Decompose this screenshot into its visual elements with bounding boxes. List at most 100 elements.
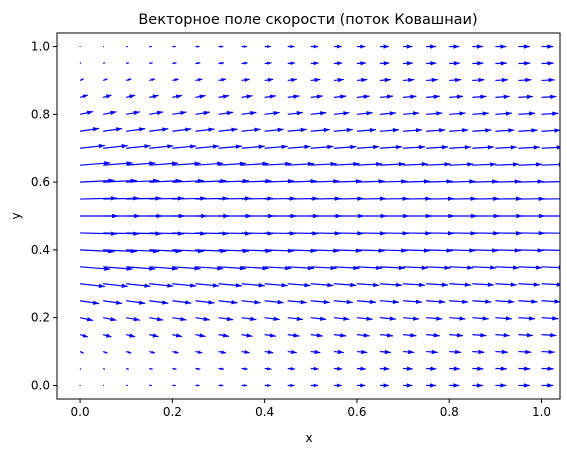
- quiver-arrow: [379, 299, 400, 304]
- quiver-arrow: [495, 162, 520, 167]
- y-axis-label: y: [9, 212, 23, 219]
- quiver-arrow: [149, 300, 169, 305]
- quiver-arrow: [472, 145, 494, 150]
- quiver-arrow: [79, 351, 84, 354]
- quiver-arrow: [241, 350, 250, 355]
- quiver-arrow: [495, 179, 521, 184]
- quiver-arrow: [195, 45, 200, 48]
- quiver-arrow: [541, 282, 560, 287]
- quiver-arrow: [356, 383, 366, 388]
- quiver-arrow: [356, 161, 383, 167]
- quiver-arrow: [426, 265, 451, 270]
- quiver-arrow: [426, 366, 437, 371]
- quiver-arrow: [403, 179, 430, 184]
- quiver-arrow: [287, 111, 303, 116]
- quiver-arrow: [195, 78, 203, 82]
- quiver-arrow: [287, 127, 307, 133]
- quiver-arrow: [241, 333, 253, 338]
- quiver-arrow: [449, 61, 460, 66]
- quiver-arrow: [472, 349, 485, 355]
- quiver-arrow: [495, 316, 512, 321]
- quiver-arrow: [310, 265, 337, 271]
- quiver-arrow: [449, 94, 464, 99]
- quiver-arrow: [172, 384, 176, 387]
- quiver-arrow: [241, 61, 248, 65]
- quiver-arrow: [287, 161, 315, 167]
- y-tick-label: 0.2: [31, 311, 50, 325]
- quiver-arrow: [102, 367, 106, 370]
- quiver-arrow: [541, 77, 555, 83]
- quiver-arrow: [126, 367, 129, 370]
- quiver-arrow: [379, 128, 400, 133]
- y-axis: 0.0 0.2 0.4 0.6 0.8 1.0: [31, 40, 57, 392]
- quiver-arrow: [449, 44, 460, 49]
- quiver-arrow: [264, 144, 288, 150]
- quiver-arrow: [126, 283, 151, 288]
- quiver-arrow: [449, 77, 462, 83]
- quiver-arrow: [403, 248, 430, 253]
- quiver-arrow: [518, 282, 540, 287]
- quiver-arrow: [356, 94, 370, 99]
- quiver-arrow: [518, 128, 538, 133]
- vector-field: [79, 44, 560, 388]
- quiver-arrow: [403, 44, 413, 49]
- quiver-arrow: [333, 94, 347, 99]
- quiver-arrow: [518, 179, 544, 184]
- quiver-arrow: [333, 127, 353, 133]
- quiver-arrow: [403, 111, 420, 116]
- quiver-arrow: [518, 145, 540, 150]
- quiver-arrow: [403, 282, 426, 287]
- quiver-arrow: [495, 145, 517, 150]
- quiver-arrow: [472, 94, 487, 99]
- quiver-arrow: [518, 265, 542, 270]
- quiver-arrow: [264, 333, 277, 338]
- quiver-arrow: [149, 62, 153, 65]
- quiver-arrow: [449, 179, 476, 184]
- quiver-arrow: [241, 384, 248, 387]
- quiver-arrow: [79, 78, 84, 81]
- quiver-arrow: [472, 248, 499, 253]
- quiver-arrow: [287, 282, 311, 288]
- quiver-arrow: [495, 248, 521, 253]
- quiver-arrow: [310, 94, 323, 99]
- quiver-arrow: [149, 110, 164, 116]
- x-axis: 0.0 0.2 0.4 0.6 0.8 1.0: [71, 399, 551, 419]
- quiver-arrow: [380, 248, 408, 253]
- quiver-arrow: [80, 266, 111, 271]
- quiver-arrow: [426, 145, 449, 150]
- quiver-arrow: [518, 77, 532, 83]
- quiver-arrow: [149, 350, 156, 354]
- quiver-arrow: [541, 198, 560, 200]
- quiver-arrow: [126, 110, 140, 116]
- quiver-arrow: [495, 366, 507, 371]
- quiver-arrow: [472, 299, 492, 304]
- quiver-arrow: [172, 316, 187, 322]
- quiver-arrow: [287, 265, 315, 271]
- quiver-arrow: [333, 77, 344, 83]
- quiver-arrow: [287, 144, 311, 150]
- quiver-arrow: [126, 333, 136, 338]
- quiver-arrow: [426, 94, 440, 99]
- quiver-arrow: [264, 77, 274, 83]
- quiver-arrow: [495, 349, 508, 355]
- quiver-arrow: [426, 128, 446, 133]
- quiver-arrow: [449, 333, 464, 338]
- quiver-arrow: [518, 94, 534, 100]
- quiver-arrow: [379, 282, 403, 288]
- quiver-arrow: [195, 333, 206, 338]
- quiver-arrow: [79, 384, 81, 387]
- quiver-arrow: [287, 299, 307, 305]
- quiver-arrow: [356, 316, 373, 321]
- quiver-arrow: [472, 383, 483, 388]
- x-tick-label: 0.2: [163, 405, 182, 419]
- quiver-arrow: [333, 299, 353, 305]
- quiver-arrow: [426, 282, 449, 287]
- quiver-arrow: [426, 316, 443, 321]
- quiver-arrow: [518, 332, 534, 338]
- quiver-arrow: [264, 94, 277, 99]
- quiver-arrow: [79, 94, 89, 99]
- quiver-arrow: [264, 282, 288, 288]
- quiver-arrow: [380, 383, 389, 388]
- quiver-arrow: [195, 367, 201, 370]
- quiver-arrow: [80, 161, 111, 166]
